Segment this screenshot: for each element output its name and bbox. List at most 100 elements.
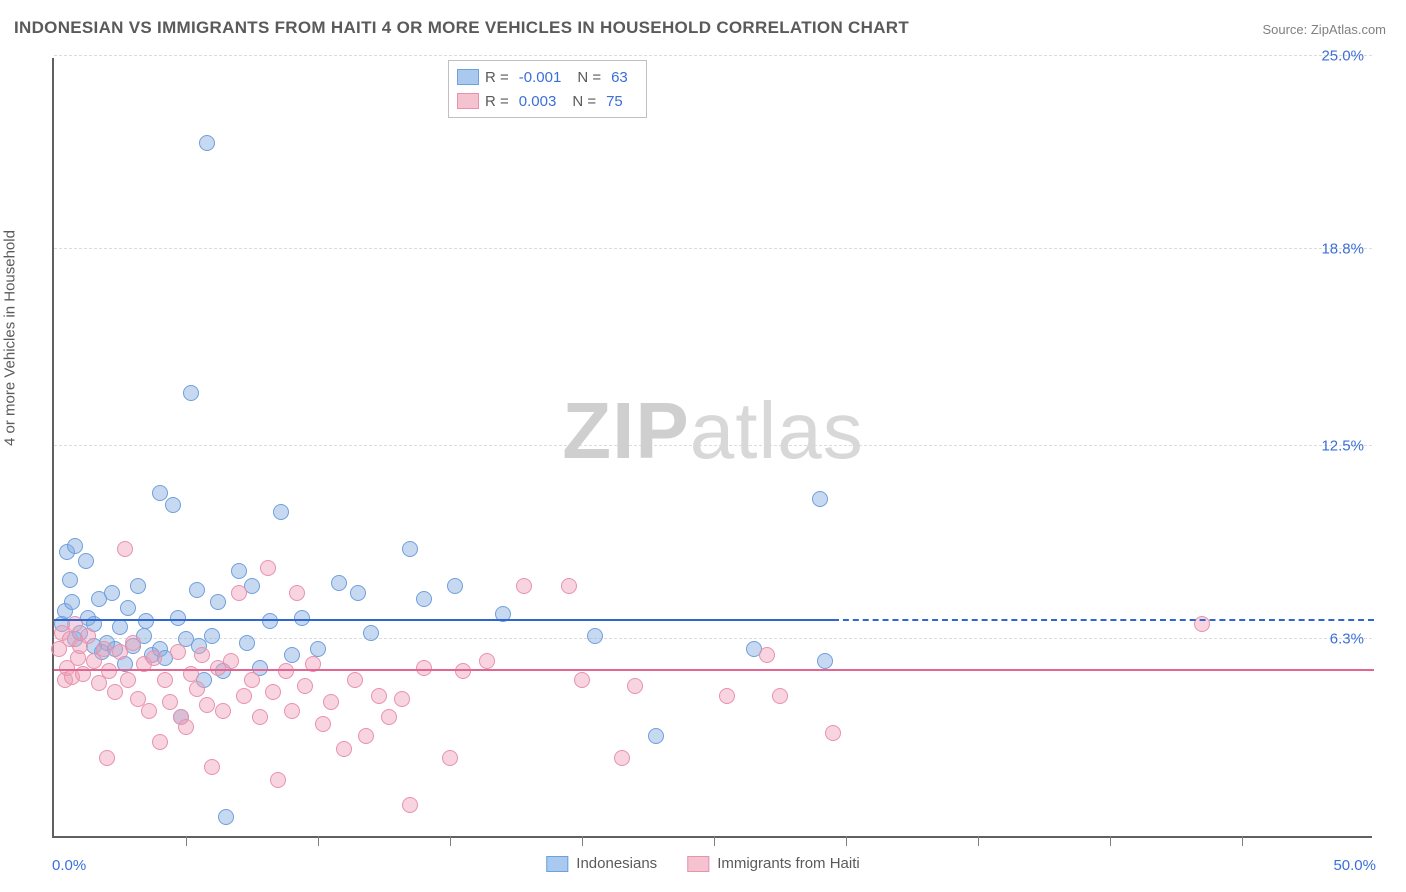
r-value: -0.001 — [519, 69, 562, 86]
data-point — [297, 678, 313, 694]
data-point — [112, 619, 128, 635]
watermark: ZIPatlas — [562, 385, 863, 477]
data-point — [141, 703, 157, 719]
data-point — [104, 585, 120, 601]
data-point — [189, 582, 205, 598]
data-point — [479, 653, 495, 669]
data-point — [67, 538, 83, 554]
chart-container: INDONESIAN VS IMMIGRANTS FROM HAITI 4 OR… — [0, 0, 1406, 892]
legend-item: Indonesians — [546, 855, 657, 872]
data-point — [278, 663, 294, 679]
data-point — [157, 672, 173, 688]
data-point — [244, 672, 260, 688]
n-value: 75 — [606, 93, 623, 110]
chart-title: INDONESIAN VS IMMIGRANTS FROM HAITI 4 OR… — [14, 18, 909, 38]
data-point — [162, 694, 178, 710]
data-point — [289, 585, 305, 601]
data-point — [252, 709, 268, 725]
data-point — [442, 750, 458, 766]
legend-stat-row: R = -0.001 N = 63 — [457, 65, 638, 89]
data-point — [347, 672, 363, 688]
y-tick-label: 6.3% — [1330, 631, 1364, 648]
x-tick — [978, 836, 979, 846]
source-label: Source: ZipAtlas.com — [1262, 22, 1386, 37]
x-max-label: 50.0% — [1333, 857, 1376, 874]
data-point — [64, 594, 80, 610]
y-axis-label: 4 or more Vehicles in Household — [2, 230, 19, 446]
data-point — [183, 385, 199, 401]
data-point — [210, 594, 226, 610]
data-point — [152, 734, 168, 750]
data-point — [772, 688, 788, 704]
data-point — [199, 697, 215, 713]
data-point — [350, 585, 366, 601]
data-point — [284, 703, 300, 719]
data-point — [204, 628, 220, 644]
data-point — [215, 703, 231, 719]
data-point — [178, 719, 194, 735]
trend-line — [54, 619, 833, 621]
r-label: R = — [485, 69, 509, 86]
legend-swatch — [546, 856, 568, 872]
data-point — [381, 709, 397, 725]
data-point — [358, 728, 374, 744]
data-point — [416, 591, 432, 607]
r-label: R = — [485, 93, 509, 110]
data-point — [516, 578, 532, 594]
data-point — [199, 135, 215, 151]
y-tick-label: 12.5% — [1321, 438, 1364, 455]
data-point — [371, 688, 387, 704]
x-tick — [318, 836, 319, 846]
data-point — [759, 647, 775, 663]
data-point — [402, 541, 418, 557]
data-point — [239, 635, 255, 651]
data-point — [194, 647, 210, 663]
x-tick — [846, 836, 847, 846]
data-point — [125, 635, 141, 651]
plot-area: ZIPatlas 6.3%12.5%18.8%25.0% — [52, 58, 1372, 838]
legend-series: IndonesiansImmigrants from Haiti — [546, 855, 859, 872]
data-point — [402, 797, 418, 813]
data-point — [323, 694, 339, 710]
data-point — [231, 585, 247, 601]
x-tick — [1110, 836, 1111, 846]
data-point — [416, 660, 432, 676]
grid-line — [54, 55, 1372, 56]
data-point — [170, 644, 186, 660]
x-tick — [450, 836, 451, 846]
data-point — [146, 650, 162, 666]
data-point — [315, 716, 331, 732]
data-point — [152, 485, 168, 501]
data-point — [561, 578, 577, 594]
x-tick — [186, 836, 187, 846]
data-point — [825, 725, 841, 741]
data-point — [363, 625, 379, 641]
data-point — [574, 672, 590, 688]
data-point — [273, 504, 289, 520]
grid-line — [54, 445, 1372, 446]
n-value: 63 — [611, 69, 628, 86]
data-point — [260, 560, 276, 576]
data-point — [99, 750, 115, 766]
data-point — [107, 684, 123, 700]
data-point — [817, 653, 833, 669]
x-tick — [582, 836, 583, 846]
y-tick-label: 25.0% — [1321, 48, 1364, 65]
trend-line — [54, 669, 1374, 671]
data-point — [96, 641, 112, 657]
data-point — [265, 684, 281, 700]
x-tick — [1242, 836, 1243, 846]
data-point — [189, 681, 205, 697]
data-point — [270, 772, 286, 788]
data-point — [310, 641, 326, 657]
x-min-label: 0.0% — [52, 857, 86, 874]
data-point — [223, 653, 239, 669]
data-point — [648, 728, 664, 744]
n-label: N = — [577, 69, 601, 86]
data-point — [627, 678, 643, 694]
data-point — [719, 688, 735, 704]
n-label: N = — [572, 93, 596, 110]
data-point — [336, 741, 352, 757]
data-point — [614, 750, 630, 766]
data-point — [294, 610, 310, 626]
